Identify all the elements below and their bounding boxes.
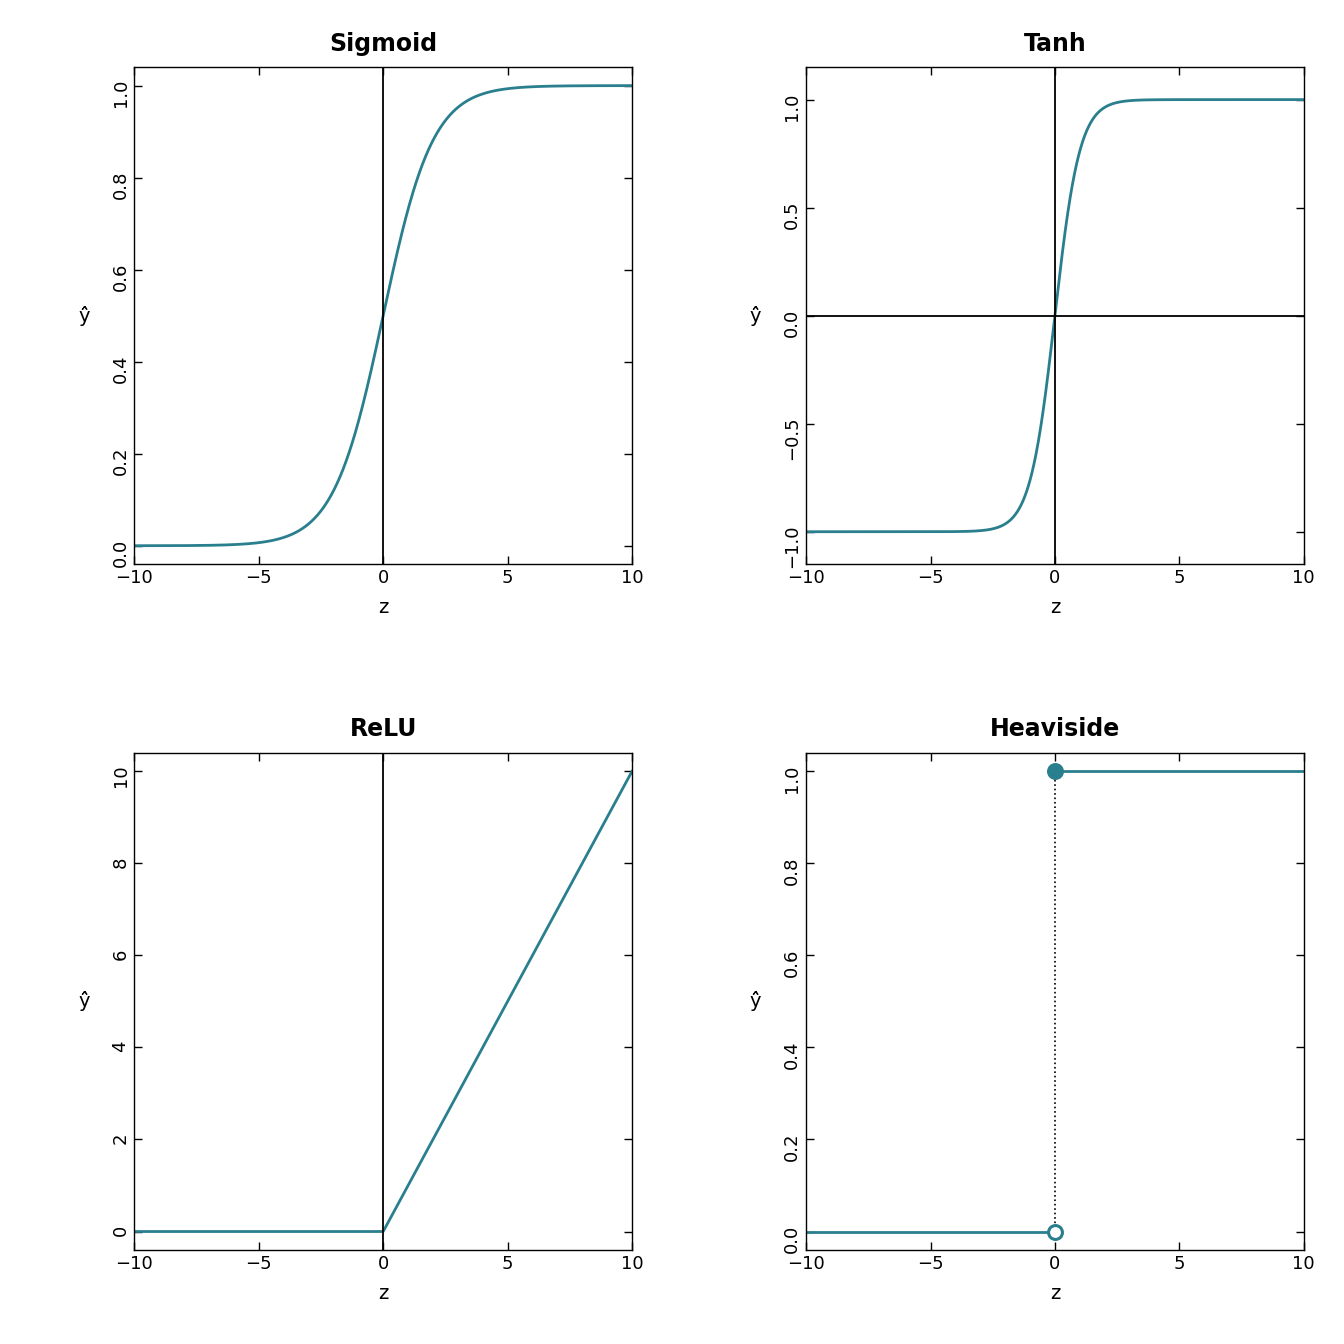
X-axis label: z: z [1050,1284,1060,1302]
X-axis label: z: z [378,598,388,617]
Point [1044,1220,1066,1242]
Y-axis label: ŷ̂: ŷ̂ [750,305,761,325]
X-axis label: z: z [378,1284,388,1302]
X-axis label: z: z [1050,598,1060,617]
Y-axis label: ŷ̂: ŷ̂ [78,992,90,1012]
Y-axis label: ŷ̂: ŷ̂ [750,992,761,1012]
Title: Tanh: Tanh [1024,31,1086,55]
Point [1044,761,1066,782]
Y-axis label: ŷ̂: ŷ̂ [78,305,90,325]
Title: Heaviside: Heaviside [989,718,1120,742]
Title: ReLU: ReLU [349,718,417,742]
Title: Sigmoid: Sigmoid [329,31,437,55]
